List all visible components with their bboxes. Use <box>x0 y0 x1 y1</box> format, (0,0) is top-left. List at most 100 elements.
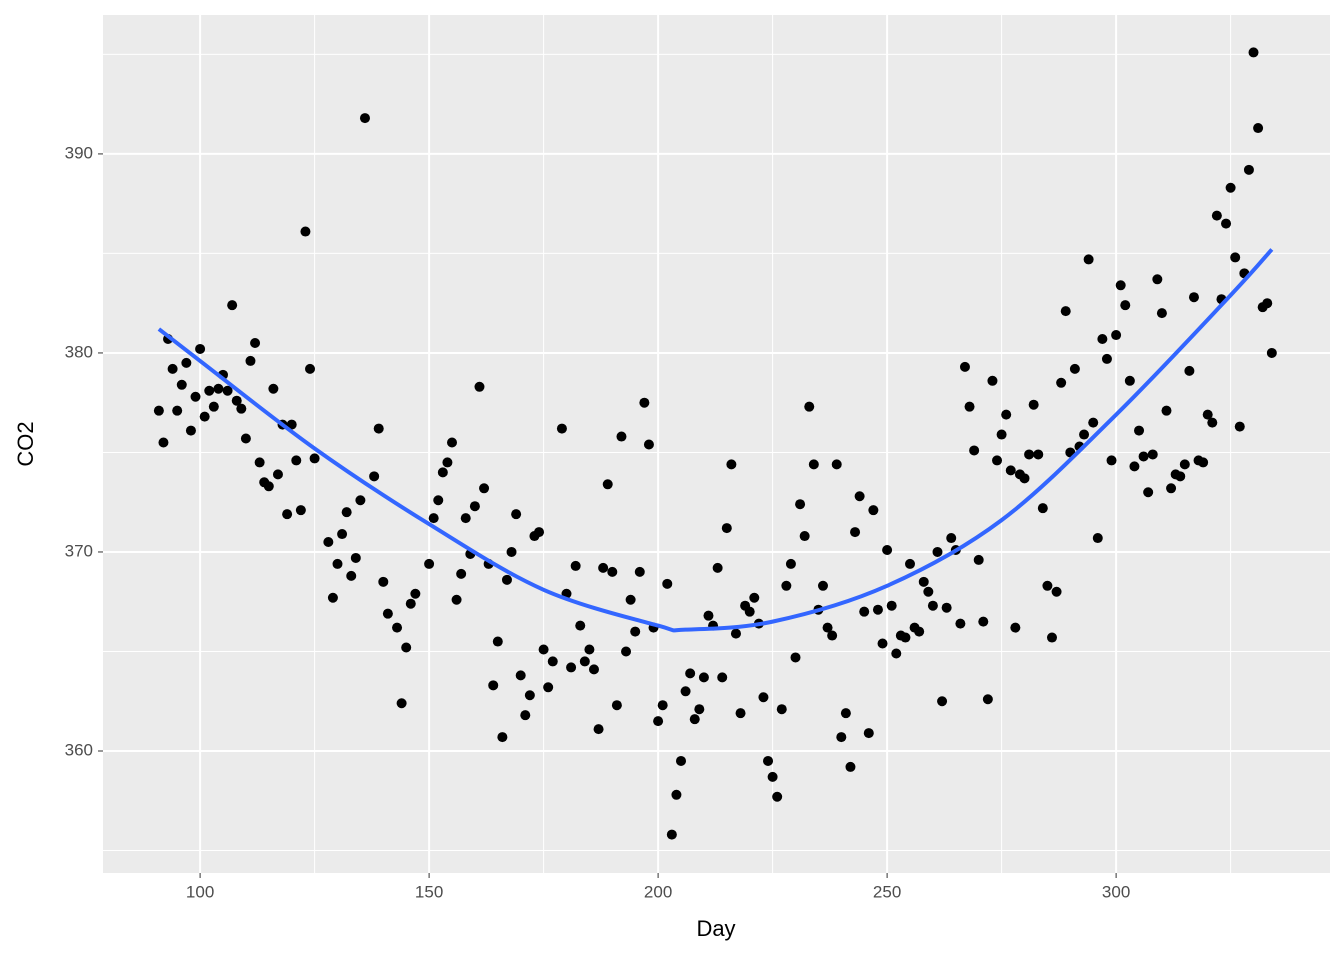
point <box>850 527 861 538</box>
point <box>1198 457 1209 468</box>
point <box>295 505 306 516</box>
point <box>643 439 654 450</box>
point <box>772 791 783 802</box>
point <box>282 509 293 520</box>
point <box>790 652 801 663</box>
point <box>854 491 865 502</box>
point <box>524 690 535 701</box>
point <box>378 576 389 587</box>
x-tick-label: 200 <box>644 882 672 901</box>
point <box>1028 399 1039 410</box>
point <box>602 479 613 490</box>
point <box>1024 449 1035 460</box>
point <box>785 558 796 569</box>
point <box>447 437 458 448</box>
point <box>501 574 512 585</box>
point <box>817 580 828 591</box>
point <box>433 495 444 506</box>
point <box>373 423 384 434</box>
point <box>662 578 673 589</box>
point <box>914 626 925 637</box>
point <box>607 566 618 577</box>
point <box>213 383 224 394</box>
point <box>1262 298 1273 309</box>
y-tick-label: 370 <box>65 541 93 560</box>
point <box>1234 421 1245 432</box>
point <box>323 537 334 548</box>
point <box>1175 471 1186 482</box>
point <box>1211 210 1222 221</box>
point <box>538 644 549 655</box>
point <box>240 433 251 444</box>
point <box>396 698 407 709</box>
point <box>1179 459 1190 470</box>
point <box>767 771 778 782</box>
point <box>1060 306 1071 317</box>
point <box>222 385 233 396</box>
point <box>428 513 439 524</box>
point <box>639 397 650 408</box>
y-tick-label: 360 <box>65 740 93 759</box>
point <box>969 445 980 456</box>
point <box>831 459 842 470</box>
point <box>804 401 815 412</box>
point <box>254 457 265 468</box>
fit-line <box>157 248 1274 633</box>
point <box>469 501 480 512</box>
point <box>185 425 196 436</box>
point <box>992 455 1003 466</box>
point <box>291 455 302 466</box>
point <box>1033 449 1044 460</box>
point <box>1221 218 1232 229</box>
point <box>717 672 728 683</box>
point <box>827 630 838 641</box>
point <box>236 403 247 414</box>
y-tick-label: 380 <box>65 342 93 361</box>
point <box>1056 377 1067 388</box>
point <box>506 546 517 557</box>
point <box>245 355 256 366</box>
point <box>1134 425 1145 436</box>
point <box>781 580 792 591</box>
point <box>625 594 636 605</box>
point <box>882 544 893 555</box>
point <box>1019 473 1030 484</box>
point <box>689 714 700 725</box>
point <box>836 732 847 743</box>
point <box>996 429 1007 440</box>
point <box>616 431 627 442</box>
point <box>941 602 952 613</box>
point <box>515 670 526 681</box>
point <box>1156 308 1167 319</box>
point <box>1161 405 1172 416</box>
point <box>534 527 545 538</box>
x-tick-label: 100 <box>186 882 214 901</box>
point <box>955 618 966 629</box>
point <box>1152 274 1163 285</box>
point <box>382 608 393 619</box>
point <box>405 598 416 609</box>
point <box>547 656 558 667</box>
point <box>1106 455 1117 466</box>
point <box>749 592 760 603</box>
point <box>987 375 998 386</box>
y-tick-label: 390 <box>65 143 93 162</box>
point <box>153 405 164 416</box>
point <box>730 628 741 639</box>
point <box>598 562 609 573</box>
point <box>905 558 916 569</box>
point <box>350 552 361 563</box>
point <box>1147 449 1158 460</box>
point <box>877 638 888 649</box>
point <box>927 600 938 611</box>
point <box>456 568 467 579</box>
point <box>1230 252 1241 263</box>
point <box>621 646 632 657</box>
point <box>327 592 338 603</box>
point <box>703 610 714 621</box>
point <box>584 644 595 655</box>
point <box>181 357 192 368</box>
point <box>1124 375 1135 386</box>
point <box>593 724 604 735</box>
